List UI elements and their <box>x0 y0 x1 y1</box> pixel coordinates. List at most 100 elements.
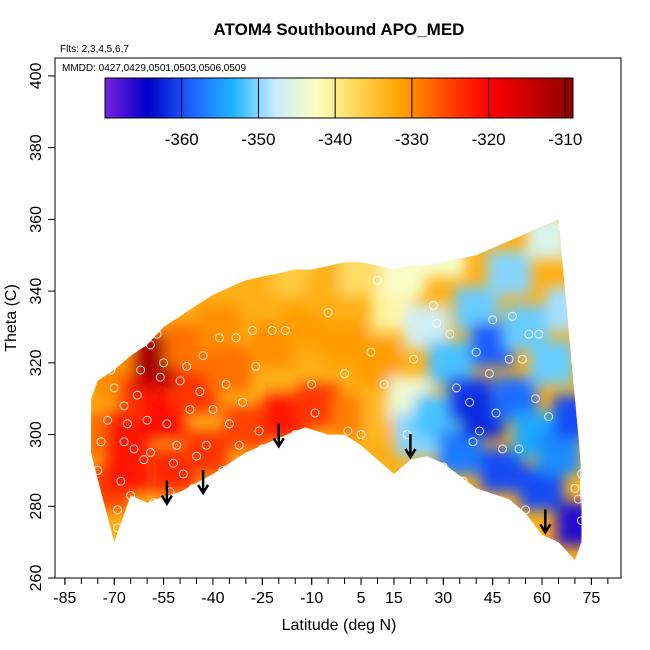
observation-point <box>534 329 544 339</box>
y-tick-label: 320 <box>28 349 45 376</box>
observation-point <box>119 401 129 411</box>
arrow-head <box>272 437 285 449</box>
heatmap-cell <box>487 251 532 296</box>
observation-point <box>201 440 211 450</box>
observation-point <box>530 394 540 404</box>
colorbar-tick-label: -320 <box>472 130 506 149</box>
colorbar-tick-label: -310 <box>548 130 582 149</box>
observation-point <box>409 354 419 364</box>
observation-point <box>257 444 267 454</box>
observation-point <box>310 408 320 418</box>
observation-point <box>481 505 491 515</box>
observation-point <box>267 326 277 336</box>
observation-point <box>372 275 382 285</box>
x-tick-label: -85 <box>53 590 76 607</box>
observation-point <box>254 426 264 436</box>
heatmap-cell <box>184 430 229 475</box>
observation-point <box>109 383 119 393</box>
y-tick-label: 360 <box>28 206 45 233</box>
observation-point <box>504 354 514 364</box>
observation-point <box>93 465 103 475</box>
observation-point <box>251 361 261 371</box>
observation-point <box>343 426 353 436</box>
observation-point <box>122 419 132 429</box>
observation-point <box>122 333 132 343</box>
heatmap-clip-group <box>91 219 582 560</box>
observation-point <box>458 476 468 486</box>
heatmap-cell <box>197 304 242 349</box>
x-tick-label: 60 <box>533 590 551 607</box>
observation-point <box>432 318 442 328</box>
observation-point <box>145 447 155 457</box>
heatmap-cell <box>381 251 426 296</box>
observation-point <box>188 483 198 493</box>
observation-point <box>379 379 389 389</box>
observation-point <box>136 365 146 375</box>
observation-point <box>175 376 185 386</box>
arrow-head <box>539 523 552 535</box>
heatmap-cell <box>421 233 466 278</box>
colorbar-tick-label: -350 <box>241 130 275 149</box>
observation-point <box>116 476 126 486</box>
chart-title: ATOM4 Southbound APO_MED <box>214 20 465 39</box>
heatmap-cell <box>556 502 582 547</box>
observation-point <box>557 222 567 232</box>
observation-point <box>290 430 300 440</box>
colorbar: -360 -350 -340 -330 -320 -310 <box>104 77 582 149</box>
observation-point <box>178 469 188 479</box>
observation-point <box>224 419 234 429</box>
observation-point <box>119 437 129 447</box>
observation-point <box>524 329 534 339</box>
x-tick-label: -40 <box>201 590 224 607</box>
observation-point <box>113 523 123 533</box>
y-tick-label: 300 <box>28 421 45 448</box>
observation-point <box>162 419 172 429</box>
observation-point <box>86 491 96 501</box>
colorbar-gradient <box>104 77 574 119</box>
x-tick-label: -55 <box>152 590 175 607</box>
arrow-head <box>404 448 417 460</box>
arrow-marker <box>404 434 417 460</box>
observation-point <box>323 308 333 318</box>
arrow-marker <box>160 480 173 507</box>
observation-point <box>159 358 169 368</box>
observation-point <box>484 369 494 379</box>
observation-point <box>234 440 244 450</box>
x-axis-title: Latitude (deg N) <box>282 617 397 634</box>
observation-point <box>132 390 142 400</box>
observation-point <box>491 408 501 418</box>
observation-point <box>139 455 149 465</box>
observation-point <box>488 315 498 325</box>
y-tick-label: 280 <box>28 493 45 520</box>
observation-point <box>468 437 478 447</box>
arrow-head <box>160 495 173 507</box>
observation-point <box>445 329 455 339</box>
colorbar-tick-label: -330 <box>395 130 429 149</box>
observation-point <box>142 415 152 425</box>
observation-point <box>471 347 481 357</box>
observation-point <box>126 491 136 501</box>
observation-point <box>507 311 517 321</box>
observation-point <box>198 351 208 361</box>
observation-point <box>205 476 215 486</box>
observation-point <box>573 494 583 504</box>
observation-point <box>192 451 201 461</box>
x-axis: -85 -70 -55 -40 -25 -10 5 15 30 45 60 75 <box>53 578 609 607</box>
flights-note: Flts: 2,3,4,5,6,7 <box>60 44 129 55</box>
y-tick-label: 380 <box>28 134 45 161</box>
observation-point <box>221 379 231 389</box>
observation-point <box>280 326 290 336</box>
dates-note: MMDD: 0427,0429,0501,0503,0506,0509 <box>62 63 246 74</box>
x-tick-label: 45 <box>484 590 502 607</box>
observation-point <box>247 326 257 336</box>
heatmap-cell <box>207 348 252 392</box>
heatmap-cell <box>526 219 571 260</box>
observation-point <box>438 462 448 472</box>
observation-point <box>577 469 587 479</box>
x-tick-label: 5 <box>357 590 366 607</box>
observation-point <box>218 465 228 475</box>
observation-point <box>129 444 139 454</box>
observation-point <box>428 300 438 310</box>
observation-point <box>451 383 461 393</box>
